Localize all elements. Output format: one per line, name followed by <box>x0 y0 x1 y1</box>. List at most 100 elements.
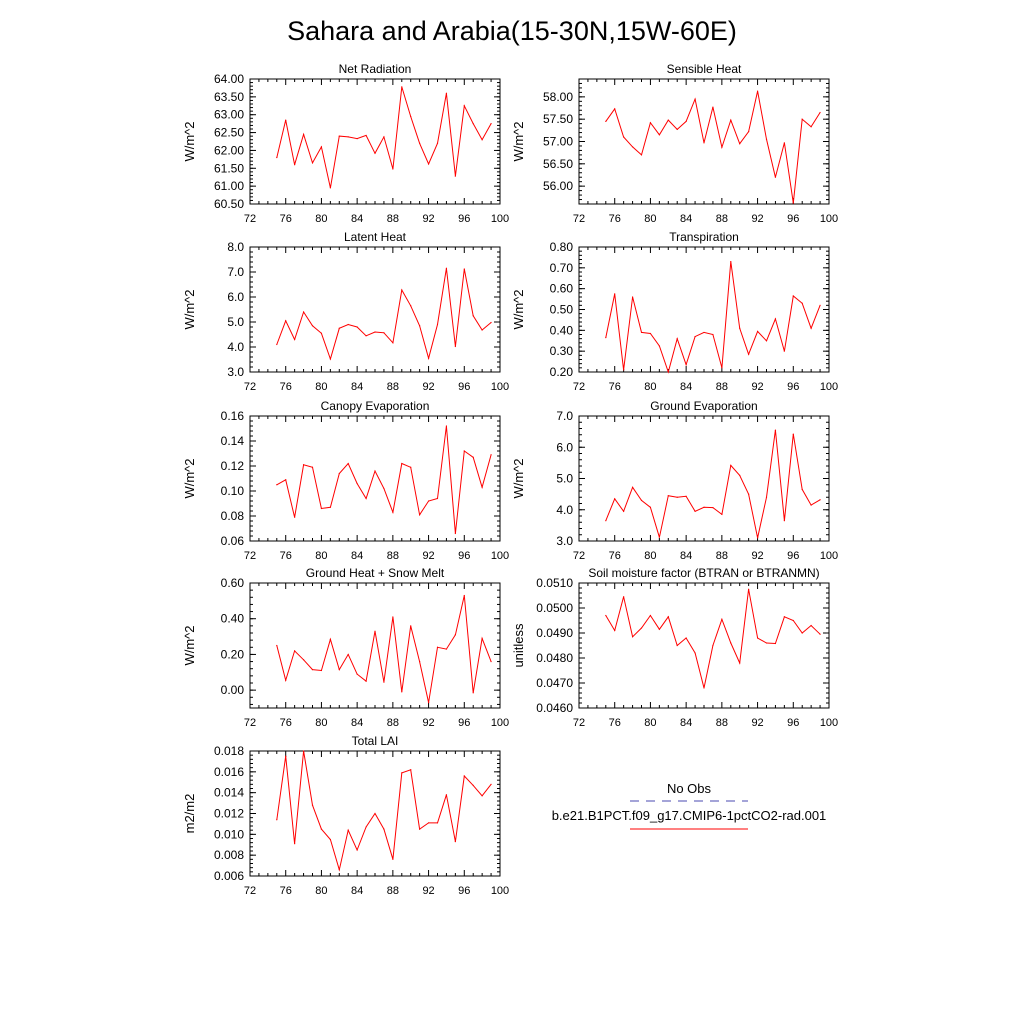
y-tick-label: 0.00 <box>221 683 245 697</box>
y-tick-label: 0.06 <box>221 534 245 548</box>
data-point <box>410 305 412 307</box>
data-point <box>365 335 367 337</box>
data-point <box>792 619 794 622</box>
y-axis-label: W/m^2 <box>182 458 197 498</box>
data-point <box>436 646 439 648</box>
x-tick-label: 72 <box>573 213 585 225</box>
x-tick-label: 88 <box>387 550 399 562</box>
y-tick-label: 0.30 <box>550 344 574 358</box>
data-point <box>365 680 367 682</box>
panel-title: Net Radiation <box>339 62 412 76</box>
data-point <box>685 637 687 639</box>
y-tick-label: 4.0 <box>556 503 573 517</box>
panel-total-lai: 72 76 80 84 88 92 96 100 0.006 0.008 0.010 0.012 0.0… <box>182 734 509 897</box>
y-tick-label: 8.0 <box>227 240 244 254</box>
data-point <box>472 784 474 786</box>
x-tick-label: 100 <box>820 213 838 225</box>
data-point <box>721 367 723 369</box>
data-point <box>765 138 768 140</box>
panel-transpiration: 72 76 80 84 88 92 96 100 0.20 0.30 0.40 0.50 0.60 0.7… <box>511 230 838 393</box>
y-tick-label: 0.40 <box>221 612 245 626</box>
data-point <box>472 315 474 317</box>
data-point <box>445 267 448 269</box>
panel-frame <box>249 415 501 542</box>
data-point <box>347 653 349 656</box>
data-point <box>721 146 723 148</box>
data-point <box>285 755 287 757</box>
data-point <box>294 843 296 845</box>
data-point <box>703 506 705 508</box>
data-point <box>703 331 705 334</box>
data-point <box>801 118 803 120</box>
y-axis-label: W/m^2 <box>182 289 197 329</box>
y-tick-label: 0.14 <box>221 434 245 448</box>
y-tick-label: 0.006 <box>214 869 244 883</box>
x-tick-label: 92 <box>422 381 434 393</box>
data-point <box>445 794 448 796</box>
data-point <box>445 92 448 94</box>
data-point <box>285 320 287 322</box>
data-point <box>392 168 394 170</box>
y-tick-label: 0.08 <box>221 509 245 523</box>
data-point <box>320 828 323 830</box>
data-point <box>454 841 456 843</box>
data-point <box>285 119 287 121</box>
data-point <box>614 629 616 632</box>
data-point <box>302 464 305 466</box>
data-point <box>383 681 385 683</box>
data-point <box>614 498 616 500</box>
data-point <box>623 510 625 512</box>
x-tick-label: 88 <box>387 885 399 897</box>
data-point <box>436 142 439 144</box>
data-point <box>631 486 634 488</box>
data-point <box>436 497 439 500</box>
data-point <box>454 532 456 535</box>
x-tick-label: 88 <box>716 550 728 562</box>
series-line <box>605 261 821 374</box>
data-point <box>819 111 821 114</box>
y-tick-label: 0.010 <box>214 827 244 841</box>
data-point <box>748 493 750 495</box>
data-point <box>783 142 785 144</box>
y-tick-label: 0.018 <box>214 744 244 758</box>
data-point <box>302 750 305 752</box>
data-point <box>739 662 741 664</box>
data-point <box>748 588 750 590</box>
y-tick-label: 0.60 <box>550 282 574 296</box>
data-point <box>401 691 403 693</box>
data-point <box>392 511 394 513</box>
data-point <box>801 488 803 491</box>
panel-soil-moisture-factor-btran-or-btranmn: 72 76 80 84 88 92 96 100 0.0460 0.0470 0.0480 0.049… <box>511 566 838 729</box>
data-point <box>419 514 421 516</box>
data-point <box>311 325 314 327</box>
data-point <box>694 510 696 512</box>
data-point <box>401 289 403 291</box>
data-point <box>294 516 296 518</box>
x-tick-label: 72 <box>244 885 256 897</box>
data-point <box>419 325 421 327</box>
panel-net-radiation: 72 76 80 84 88 92 96 100 60.50 61.00 61.50 62.00 62.… <box>182 62 509 225</box>
y-tick-label: 0.20 <box>221 647 245 661</box>
data-point <box>658 345 660 347</box>
data-point <box>419 828 421 830</box>
data-point <box>685 495 687 497</box>
data-point <box>374 152 376 154</box>
data-point <box>490 660 492 663</box>
x-tick-label: 88 <box>387 213 399 225</box>
data-point <box>703 142 705 144</box>
y-tick-label: 6.0 <box>556 440 573 454</box>
x-tick-label: 88 <box>387 381 399 393</box>
data-point <box>276 156 278 159</box>
data-point <box>294 338 296 341</box>
data-point <box>463 450 465 452</box>
x-tick-label: 96 <box>458 381 470 393</box>
panel-ground-evaporation: 72 76 80 84 88 92 96 100 3.0 4.0 5.0 6.0 7.0 Ground E… <box>511 399 838 562</box>
x-tick-label: 96 <box>787 550 799 562</box>
data-point <box>329 187 331 189</box>
panel-title: Canopy Evaporation <box>321 399 430 413</box>
legend-label-model-run: b.e21.B1PCT.f09_g17.CMIP6-1pctCO2-rad.00… <box>552 808 827 823</box>
panel-title: Total LAI <box>352 734 399 748</box>
data-point <box>410 466 412 468</box>
data-point <box>721 618 723 620</box>
y-tick-label: 0.016 <box>214 765 244 779</box>
